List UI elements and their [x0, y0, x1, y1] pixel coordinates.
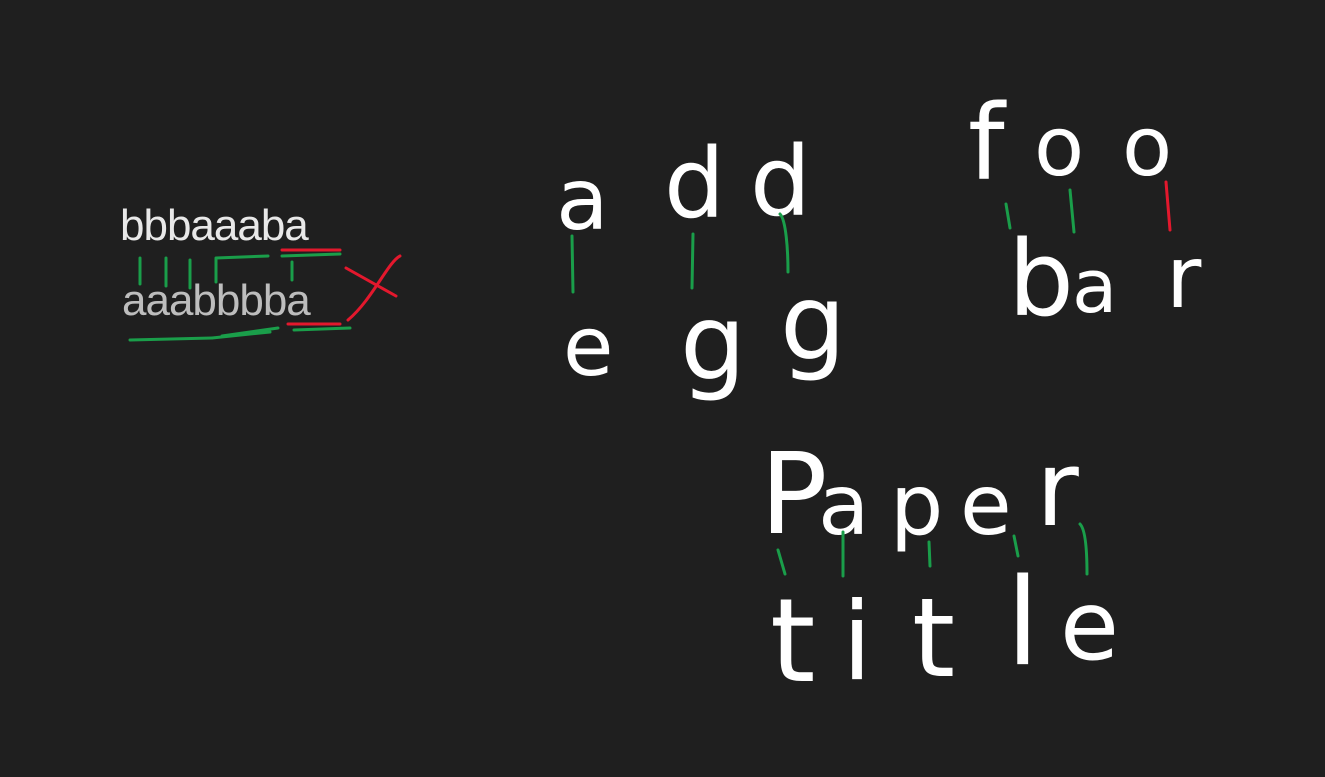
example-4-word-1-letter: e: [960, 456, 1012, 554]
example-2-word-1-letter: a: [556, 150, 609, 250]
example-4-word-1-letter: p: [890, 456, 944, 554]
example-4-word-2-letter: i: [842, 580, 873, 705]
match-connector: [570, 234, 575, 294]
example-4-word-1-letter: P: [760, 430, 828, 560]
example-3-word-1-letter: o: [1122, 100, 1173, 195]
example-2-word-1-letter: d: [750, 126, 811, 238]
mismatch-cross: [346, 254, 402, 322]
example-2-word-2-letter: e: [563, 300, 614, 395]
example-3-word-2-letter: b: [1008, 218, 1075, 340]
example-3-word-2-letter: r: [1166, 228, 1202, 328]
match-connector: [1078, 522, 1089, 576]
match-connector: [214, 254, 270, 284]
match-connector: [1012, 534, 1020, 558]
example-4-word-2-letter: t: [912, 574, 956, 702]
match-connector: [280, 252, 342, 258]
example-3-word-1-letter: o: [1034, 100, 1085, 195]
example-4-word-2-letter: e: [1060, 570, 1120, 682]
match-connector: [927, 540, 932, 568]
example-2-word-2-letter: g: [680, 282, 747, 404]
example-4-word-2-letter: t: [770, 574, 816, 709]
example-2-word-2-letter: g: [780, 262, 847, 384]
example-4-word-1-letter: r: [1036, 428, 1079, 550]
mismatch-connector: [1164, 180, 1172, 232]
match-connector: [778, 212, 790, 274]
match-connector: [776, 548, 787, 576]
match-connector: [1004, 202, 1012, 230]
match-underline: [292, 326, 352, 332]
match-connector: [690, 232, 695, 290]
example-3-word-1-letter: f: [968, 82, 1005, 204]
match-underline: [128, 336, 214, 342]
mismatch-cross: [344, 266, 398, 298]
example-1-word-1: bbbaaaba: [120, 201, 309, 250]
example-1-word-2: aaabbbba: [122, 276, 311, 325]
match-underline: [220, 326, 280, 338]
match-connector: [1068, 188, 1076, 234]
example-4-word-2-letter: l: [1006, 554, 1040, 693]
example-2-word-1-letter: d: [664, 128, 725, 240]
example-3-word-2-letter: a: [1072, 244, 1118, 330]
